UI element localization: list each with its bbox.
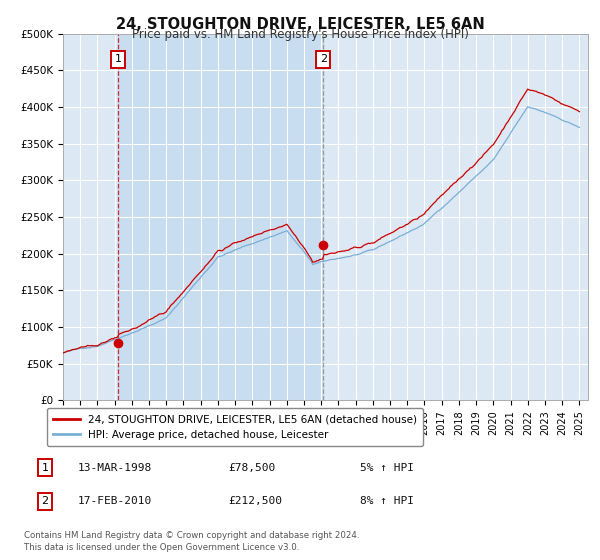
Text: 8% ↑ HPI: 8% ↑ HPI [360,496,414,506]
Text: £78,500: £78,500 [228,463,275,473]
Text: 1: 1 [115,54,122,64]
Text: £212,500: £212,500 [228,496,282,506]
Text: 17-FEB-2010: 17-FEB-2010 [78,496,152,506]
Text: 24, STOUGHTON DRIVE, LEICESTER, LE5 6AN: 24, STOUGHTON DRIVE, LEICESTER, LE5 6AN [116,17,484,32]
Legend: 24, STOUGHTON DRIVE, LEICESTER, LE5 6AN (detached house), HPI: Average price, de: 24, STOUGHTON DRIVE, LEICESTER, LE5 6AN … [47,408,423,446]
Text: Contains HM Land Registry data © Crown copyright and database right 2024.: Contains HM Land Registry data © Crown c… [24,531,359,540]
Text: 13-MAR-1998: 13-MAR-1998 [78,463,152,473]
Text: 2: 2 [41,496,49,506]
Text: 1: 1 [41,463,49,473]
Bar [118,34,323,400]
Text: Price paid vs. HM Land Registry's House Price Index (HPI): Price paid vs. HM Land Registry's House … [131,28,469,41]
Text: 2: 2 [320,54,327,64]
Text: This data is licensed under the Open Government Licence v3.0.: This data is licensed under the Open Gov… [24,543,299,552]
Text: 5% ↑ HPI: 5% ↑ HPI [360,463,414,473]
